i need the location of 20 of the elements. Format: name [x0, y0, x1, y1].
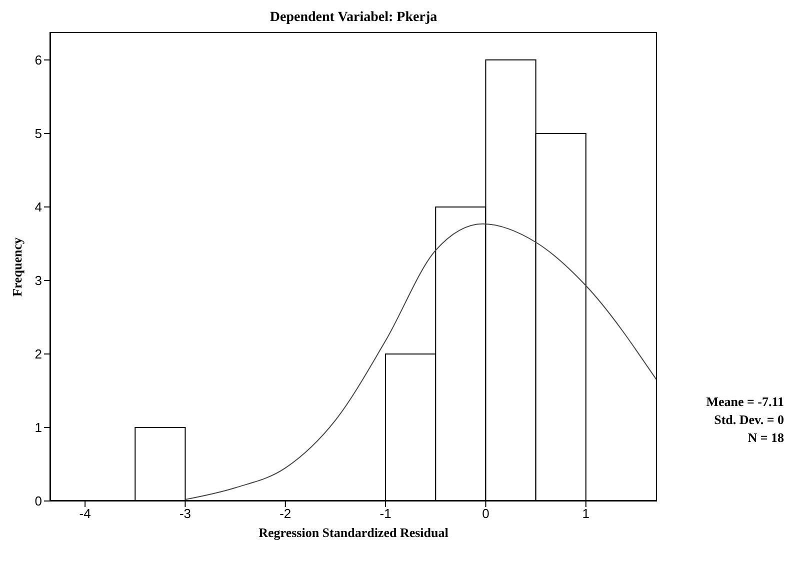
x-tick-label: 0 — [482, 506, 490, 522]
y-tick-label: 2 — [34, 346, 42, 362]
y-tick-label: 3 — [34, 273, 42, 288]
x-tick-label: -3 — [179, 506, 192, 522]
y-tick-label: 0 — [34, 494, 42, 509]
line-series — [184, 223, 657, 500]
text: N = 18 — [746, 429, 784, 447]
x-tick-label: -1 — [380, 506, 392, 522]
x-tick-label: -2 — [280, 506, 292, 522]
y-tick-label: 5 — [34, 126, 42, 142]
x-tick-label: -4 — [79, 506, 91, 522]
x-axis-title: Regression Standardized Residual — [258, 525, 450, 541]
chart-title: Dependent Variabel: Pkerja — [268, 10, 438, 26]
y-tick-label: 1 — [34, 420, 42, 436]
x-tick-label: 1 — [582, 506, 590, 522]
y-tick-label: 4 — [34, 200, 42, 215]
y-axis-title: Frequency — [9, 237, 26, 296]
y-tick-label: 6 — [34, 52, 42, 68]
text: Std. Dev. = 0 — [713, 411, 784, 429]
text: Meane = -7.11 — [706, 393, 784, 411]
